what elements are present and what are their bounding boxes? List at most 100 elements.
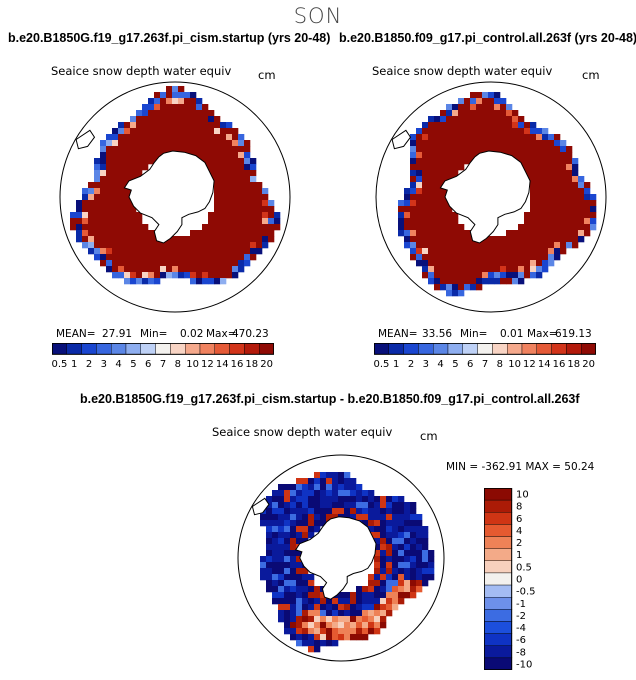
colorbar-swatch [462, 343, 478, 355]
colorbar-swatch [140, 343, 156, 355]
colorbar-tick-label: 8 [497, 359, 503, 370]
colorbar-swatch [244, 343, 260, 355]
colorbar-swatch [184, 343, 201, 355]
colorbar-swatch [484, 584, 513, 598]
colorbar-swatch [484, 645, 513, 659]
left-mean-value: 27.91 [102, 328, 133, 340]
colorbar-tick-label: -4 [516, 623, 526, 634]
left-polar-map [59, 81, 291, 313]
colorbar-tick-label: 10 [186, 359, 199, 370]
colorbar-tick-label: 18 [567, 359, 580, 370]
colorbar-swatch [484, 524, 513, 537]
colorbar-tick-label: 14 [216, 359, 229, 370]
colorbar-swatch [484, 499, 513, 513]
colorbar-swatch [484, 548, 513, 562]
colorbar-tick-label: -0.5 [516, 587, 536, 598]
colorbar-tick-label: 18 [245, 359, 258, 370]
right-run-title: b.e20.B1850.f09_g17.pi_control.all.263f … [339, 31, 636, 45]
colorbar-tick-label: 0.5 [52, 359, 67, 370]
field-cells [60, 82, 290, 312]
field-cells [238, 455, 444, 661]
colorbar-tick-label: -1 [516, 599, 526, 610]
colorbar-swatch [492, 343, 508, 355]
colorbar-swatch [155, 343, 171, 355]
colorbar-tick-label: 4 [516, 526, 522, 537]
colorbar-swatch [506, 343, 523, 355]
colorbar-tick-label: 5 [130, 359, 136, 370]
diff-units-label: cm [420, 429, 438, 443]
colorbar-swatch [484, 512, 513, 525]
colorbar-swatch [484, 596, 513, 610]
colorbar-swatch [477, 343, 493, 355]
colorbar-tick-label: 16 [231, 359, 244, 370]
diff-variable-label: Seaice snow depth water equiv [212, 425, 393, 439]
colorbar-swatch [433, 343, 449, 355]
colorbar-tick-label: 7 [160, 359, 166, 370]
colorbar-swatch [96, 343, 112, 355]
colorbar-swatch [52, 343, 68, 355]
colorbar-swatch [258, 343, 274, 355]
right-max-value: 619.13 [555, 328, 592, 340]
colorbar-tick-label: 14 [538, 359, 551, 370]
colorbar-tick-label: 7 [482, 359, 488, 370]
left-min-label: Min= [140, 328, 168, 340]
right-variable-label: Seaice snow depth water equiv [372, 64, 553, 78]
colorbar-swatch [447, 343, 464, 355]
antarctica-landmass [439, 150, 531, 244]
south-america-tip [75, 129, 96, 150]
colorbar-tick-label: -2 [516, 611, 526, 622]
colorbar-tick-label: 0.5 [516, 562, 532, 573]
season-title: SON [293, 4, 343, 28]
colorbar-swatch [484, 633, 513, 646]
colorbar-swatch [484, 488, 513, 501]
colorbar-swatch [484, 609, 513, 622]
map-boundary [59, 81, 291, 313]
colorbar-tick-label: 8 [516, 502, 522, 513]
field-cells [376, 82, 606, 312]
colorbar-tick-label: 6 [145, 359, 151, 370]
colorbar-tick-label: 4 [437, 359, 443, 370]
left-mean-label: MEAN= [56, 328, 96, 340]
left-variable-label: Seaice snow depth water equiv [51, 64, 232, 78]
right-mean-value: 33.56 [422, 328, 453, 340]
south-america-tip [251, 497, 270, 516]
colorbar-swatch [66, 343, 82, 355]
colorbar-tick-label: 12 [201, 359, 214, 370]
colorbar-swatch [81, 343, 97, 355]
colorbar-swatch [403, 343, 419, 355]
antarctica-landmass [123, 150, 215, 244]
colorbar-tick-label: 5 [452, 359, 458, 370]
colorbar-tick-label: 4 [115, 359, 121, 370]
colorbar-swatch [484, 621, 513, 634]
colorbar-tick-label: 1 [71, 359, 77, 370]
map-boundary [237, 454, 445, 662]
colorbar-tick-label: 1 [516, 550, 522, 561]
right-polar-map [375, 81, 607, 313]
diff-minmax-label: MIN = -362.91 MAX = 50.24 [446, 461, 595, 473]
colorbar-swatch [580, 343, 596, 355]
right-max-label: Max= [527, 328, 558, 340]
left-units-label: cm [258, 68, 276, 82]
colorbar-swatch [484, 572, 513, 586]
colorbar-tick-label: 0 [516, 575, 522, 586]
colorbar-swatch [521, 343, 538, 355]
left-min-value: 0.02 [180, 328, 204, 340]
colorbar-tick-label: 1 [393, 359, 399, 370]
colorbar-tick-label: 20 [582, 359, 595, 370]
colorbar-tick-label: 16 [553, 359, 566, 370]
colorbar-swatch [214, 343, 230, 355]
colorbar-tick-label: 2 [408, 359, 414, 370]
colorbar-swatch [551, 343, 567, 355]
colorbar-tick-label: 6 [467, 359, 473, 370]
colorbar-tick-label: 10 [516, 490, 529, 501]
colorbar-swatch [388, 343, 404, 355]
colorbar-tick-label: 2 [86, 359, 92, 370]
colorbar-tick-label: 6 [516, 514, 522, 525]
colorbar-swatch [418, 343, 434, 355]
left-max-value: 470.23 [232, 328, 269, 340]
colorbar-swatch [536, 343, 552, 355]
left-run-title: b.e20.B1850G.f19_g17.263f.pi_cism.startu… [8, 31, 331, 45]
antarctica-landmass [294, 516, 377, 600]
right-min-label: Min= [460, 328, 488, 340]
colorbar-swatch [484, 536, 513, 549]
